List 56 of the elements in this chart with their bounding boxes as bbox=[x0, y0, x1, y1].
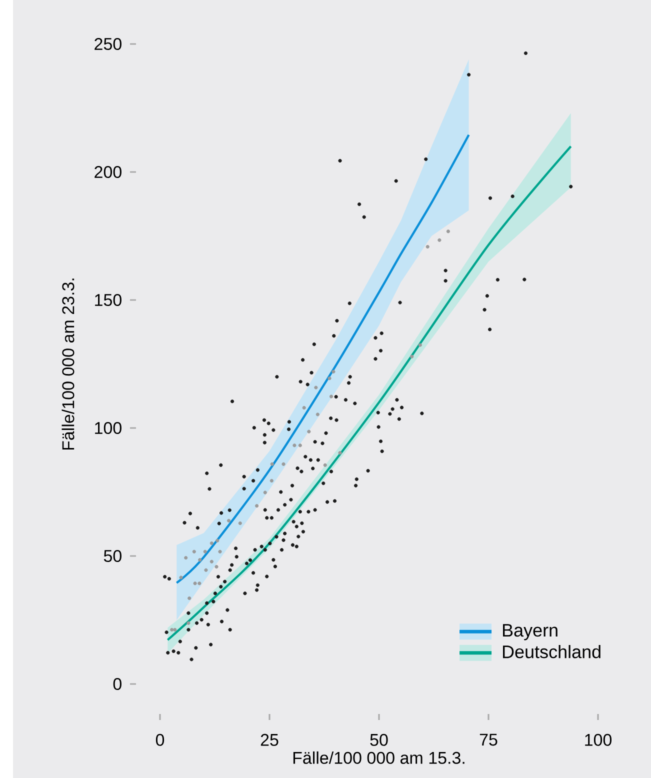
point bbox=[255, 504, 259, 508]
line-series bbox=[176, 134, 470, 584]
point bbox=[263, 490, 267, 494]
point bbox=[323, 463, 327, 467]
point bbox=[218, 550, 222, 554]
point bbox=[328, 376, 332, 380]
x-tick-label: 100 bbox=[585, 734, 612, 746]
point bbox=[193, 582, 197, 586]
x-tick-label: 75 bbox=[480, 734, 498, 746]
point bbox=[282, 462, 286, 466]
point bbox=[329, 394, 334, 398]
point bbox=[210, 541, 214, 545]
y-tick-label: 50 bbox=[104, 550, 122, 562]
point bbox=[170, 628, 174, 632]
point bbox=[203, 550, 207, 554]
x-tick-label: 50 bbox=[370, 734, 388, 746]
point bbox=[302, 406, 306, 410]
point bbox=[204, 568, 208, 572]
legend-label: Deutschland bbox=[503, 645, 600, 658]
x-axis-title: Fälle/100 000 am 15.3. bbox=[293, 751, 464, 764]
y-tick-label: 100 bbox=[95, 422, 122, 434]
point bbox=[410, 354, 414, 358]
y-tick-label: 200 bbox=[94, 166, 122, 178]
point bbox=[307, 430, 311, 434]
point bbox=[418, 343, 422, 347]
point bbox=[270, 478, 274, 483]
point bbox=[186, 621, 190, 625]
y-axis-title: Fälle/100 000 am 23.3. bbox=[62, 278, 74, 450]
point bbox=[188, 596, 192, 600]
point bbox=[238, 521, 242, 526]
point bbox=[338, 451, 342, 455]
point bbox=[192, 550, 196, 554]
point bbox=[270, 462, 274, 466]
point bbox=[214, 564, 218, 569]
point bbox=[332, 370, 336, 374]
point bbox=[314, 386, 318, 390]
point bbox=[316, 412, 320, 416]
point bbox=[292, 444, 296, 448]
x-tick-label: 25 bbox=[260, 734, 278, 746]
point bbox=[179, 576, 183, 580]
point bbox=[184, 556, 188, 560]
point bbox=[298, 444, 302, 448]
y-tick-label: 0 bbox=[113, 678, 122, 690]
y-tick-label: 150 bbox=[95, 294, 122, 306]
point bbox=[210, 560, 214, 564]
point bbox=[173, 628, 177, 632]
point bbox=[226, 518, 231, 522]
point bbox=[216, 538, 220, 542]
point bbox=[198, 582, 202, 586]
point bbox=[438, 238, 442, 242]
y-tick-label: 250 bbox=[94, 38, 122, 50]
point bbox=[426, 244, 430, 249]
point bbox=[198, 558, 202, 562]
x-tick-label: 0 bbox=[156, 734, 164, 746]
legend-label: Bayern bbox=[503, 624, 558, 640]
point bbox=[446, 230, 450, 234]
